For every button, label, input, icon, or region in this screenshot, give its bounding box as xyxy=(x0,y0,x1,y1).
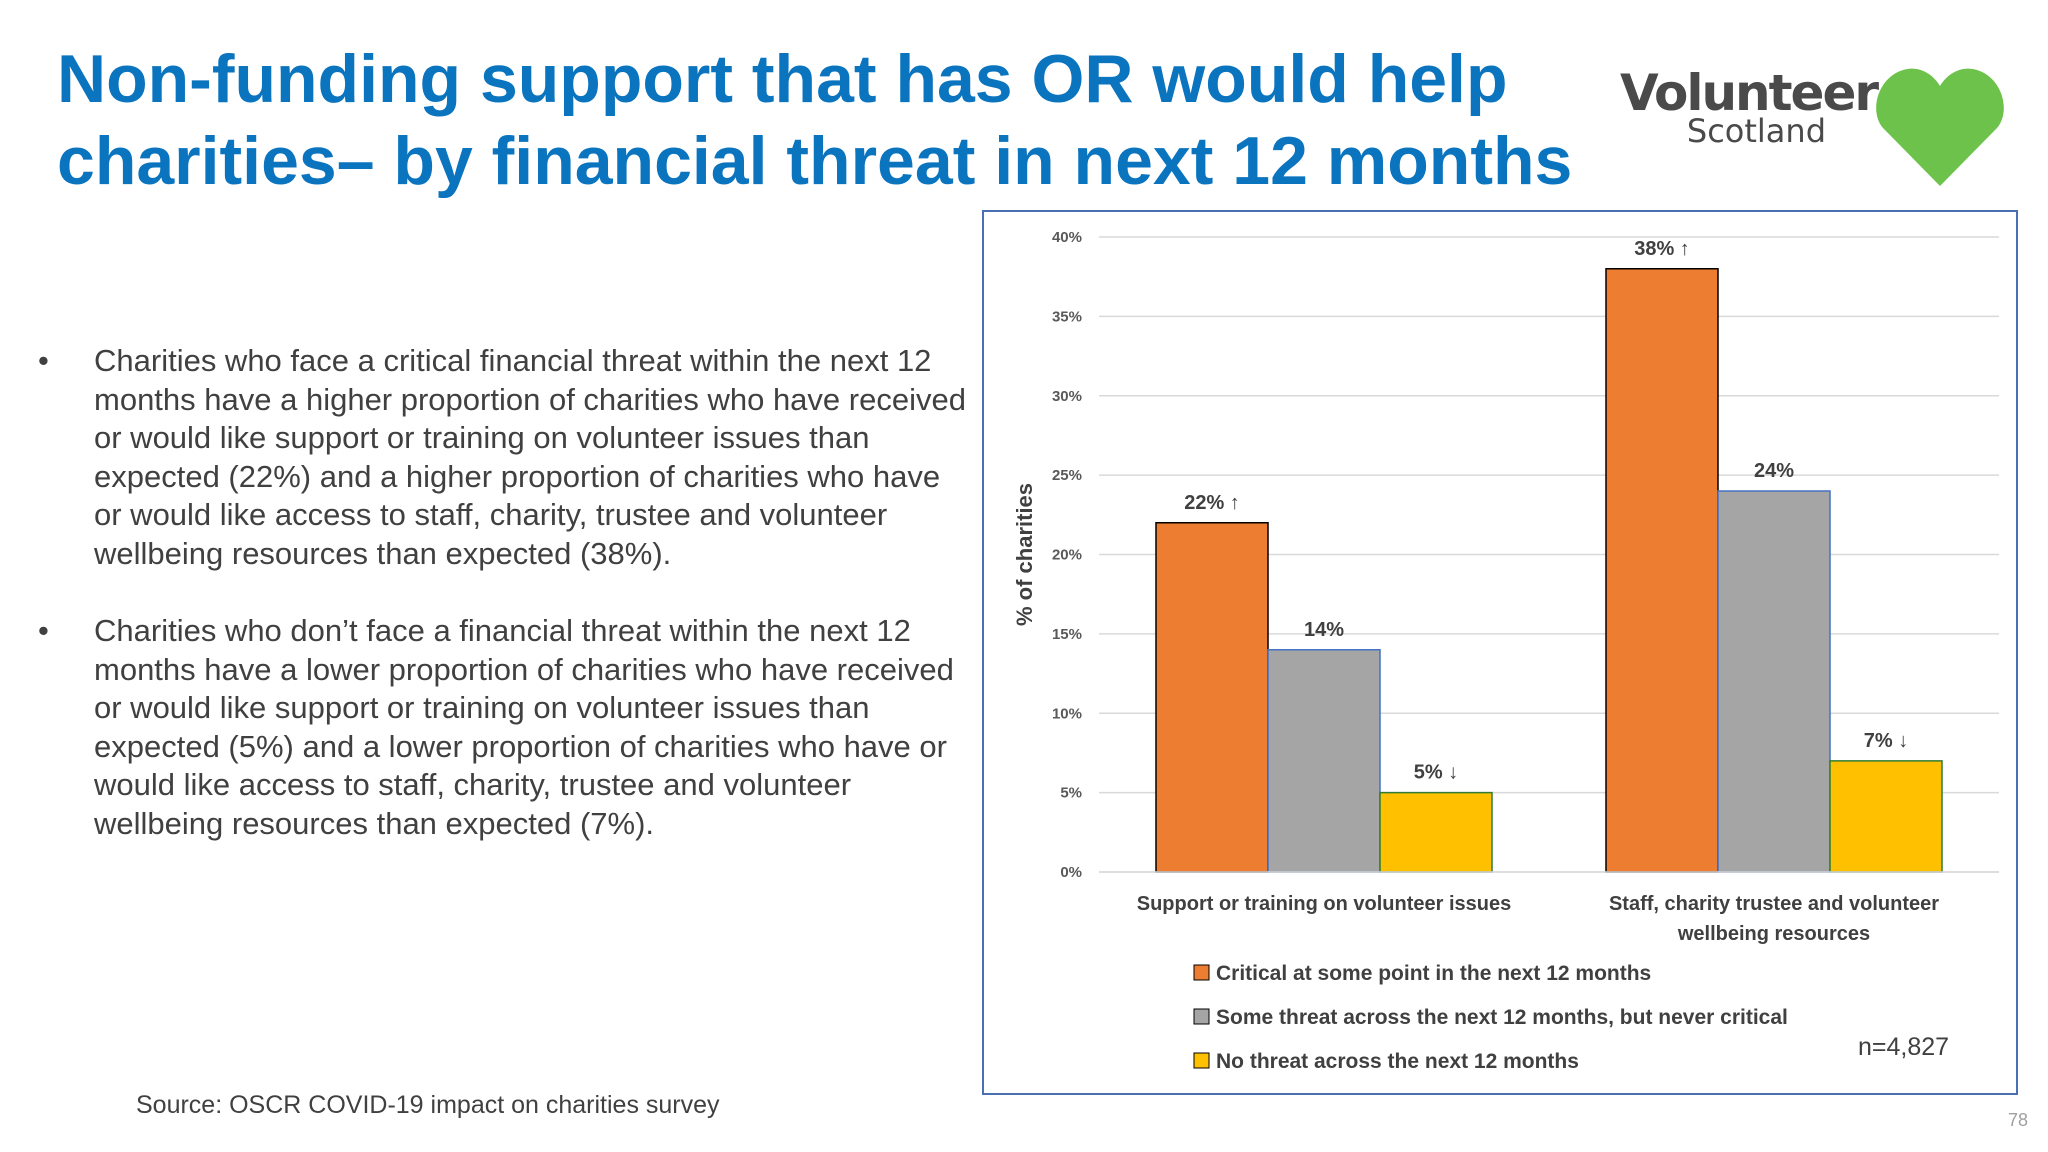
bullet-dot: • xyxy=(38,343,49,378)
legend-swatch xyxy=(1193,1052,1210,1069)
bar xyxy=(1605,268,1719,873)
y-tick-label: 35% xyxy=(1052,308,1082,325)
y-axis-title: % of charities xyxy=(1012,483,1037,626)
y-tick-label: 15% xyxy=(1052,626,1082,643)
data-label: 14% xyxy=(1304,619,1344,641)
y-tick-label: 10% xyxy=(1052,705,1082,722)
y-tick-label: 20% xyxy=(1052,547,1082,564)
data-label: 24% xyxy=(1754,460,1794,482)
page-number: 78 xyxy=(2007,1110,2028,1130)
bar xyxy=(1829,760,1943,873)
bullet-item: • Charities who don’t face a financial t… xyxy=(30,612,970,843)
data-label: 22% ↑ xyxy=(1184,492,1240,514)
y-tick-label: 40% xyxy=(1052,229,1082,246)
data-label: 7% ↓ xyxy=(1864,730,1908,752)
x-tick-label: Support or training on volunteer issues xyxy=(1137,893,1511,915)
data-label: 38% ↑ xyxy=(1634,238,1690,260)
legend-swatch xyxy=(1193,964,1210,981)
source-note: Source: OSCR COVID-19 impact on charitie… xyxy=(136,1091,720,1119)
bar xyxy=(1267,649,1381,873)
chart-frame: 0% 5% 10% 15% 20% 25% 30% 35% 40% % of charities 2… xyxy=(982,210,2018,1095)
volunteer-scotland-logo: Volunteer Scotland xyxy=(1620,58,2005,198)
x-tick-label: Staff, charity trustee and volunteer xyxy=(1609,893,1939,915)
legend-label: Critical at some point in the next 12 mo… xyxy=(1216,962,1651,985)
y-tick-label: 5% xyxy=(1060,785,1082,802)
data-label: 5% ↓ xyxy=(1414,762,1458,784)
bar-chart: 0% 5% 10% 15% 20% 25% 30% 35% 40% % of charities 2… xyxy=(1012,229,1999,1073)
bullet-text: Charities who don’t face a financial thr… xyxy=(94,613,954,841)
y-tick-label: 25% xyxy=(1052,467,1082,484)
bullet-dot: • xyxy=(38,613,49,648)
legend-label: No threat across the next 12 months xyxy=(1216,1050,1579,1073)
heart-icon xyxy=(1876,68,2004,186)
x-tick-label: wellbeing resources xyxy=(1677,923,1870,945)
bullet-item: • Charities who face a critical financia… xyxy=(30,342,970,573)
y-tick-label: 30% xyxy=(1052,388,1082,405)
bullet-list: • Charities who face a critical financia… xyxy=(30,342,970,882)
bar xyxy=(1155,522,1269,873)
page-title: Non-funding support that has OR would he… xyxy=(57,41,1573,199)
logo-wordmark: Volunteer xyxy=(1620,64,1879,122)
legend-swatch xyxy=(1193,1008,1210,1025)
logo-subtitle: Scotland xyxy=(1686,112,1826,150)
bullet-text: Charities who face a critical financial … xyxy=(94,343,966,571)
sample-size: n=4,827 xyxy=(1858,1033,1950,1061)
bar xyxy=(1379,791,1493,873)
y-tick-label: 0% xyxy=(1060,864,1082,881)
bar xyxy=(1717,490,1831,873)
legend-label: Some threat across the next 12 months, b… xyxy=(1216,1006,1788,1029)
